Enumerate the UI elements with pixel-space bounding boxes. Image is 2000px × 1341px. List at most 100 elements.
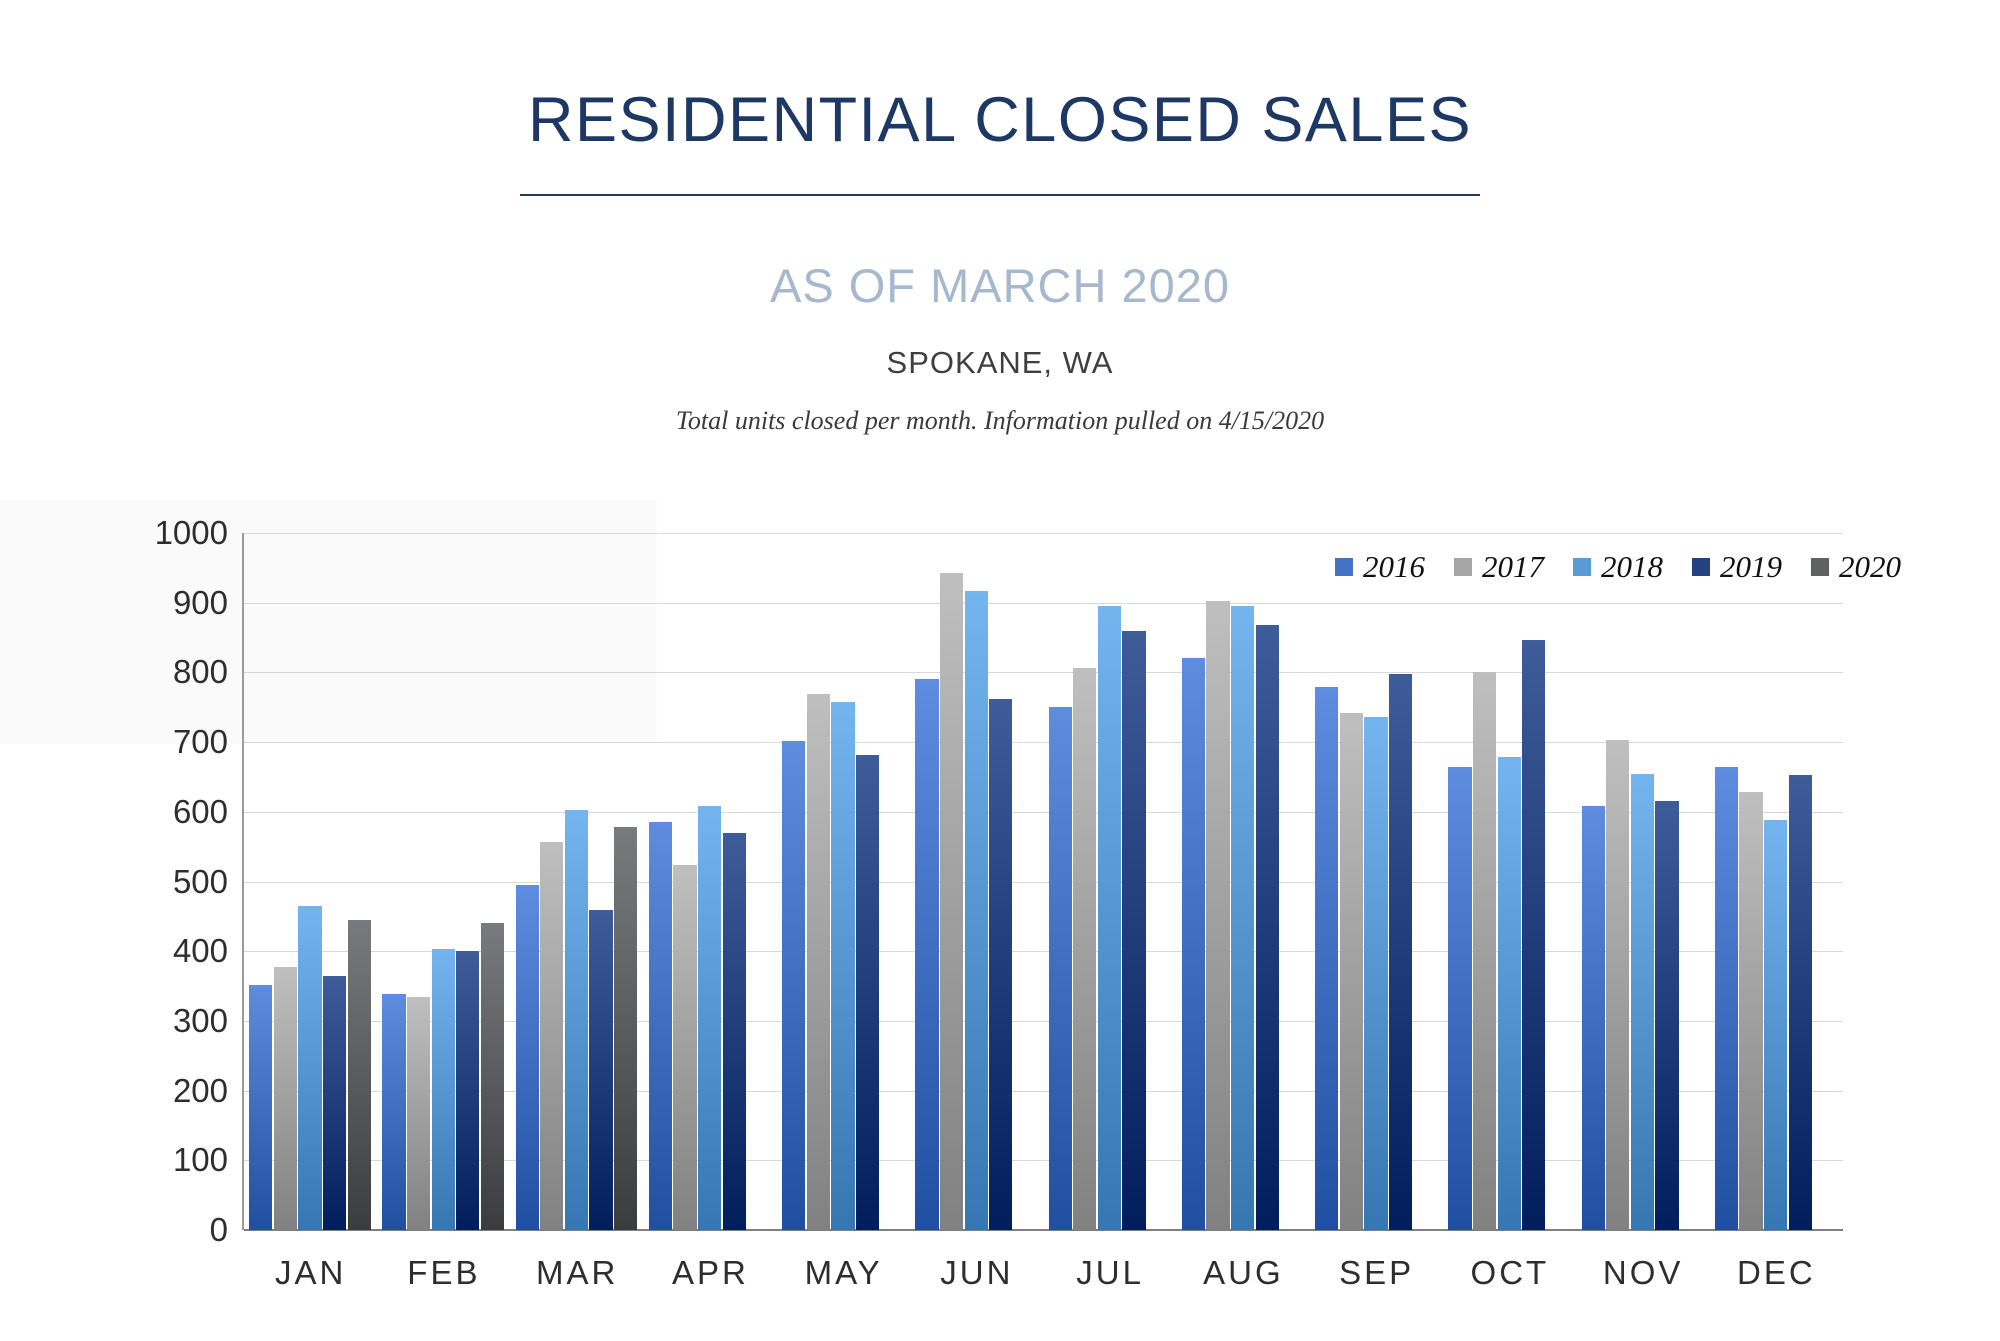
bar-2017-oct: [1472, 671, 1497, 1230]
bar-2017-feb: [406, 997, 431, 1230]
gridline-300: [244, 1020, 1843, 1022]
gridline-500: [244, 881, 1843, 883]
y-axis-tick-700: 700: [172, 723, 228, 761]
bar-2019-aug: [1255, 625, 1279, 1230]
page-subtitle: AS OF MARCH 2020: [769, 259, 1231, 312]
bar-2016-dec: [1714, 767, 1739, 1230]
bar-2019-may: [855, 755, 880, 1230]
x-axis-tick-may: MAY: [804, 1254, 883, 1291]
legend-item-2020: 2020: [1811, 549, 1901, 585]
gridline-200: [244, 1090, 1843, 1092]
y-axis-tick-1000: 1000: [154, 514, 228, 551]
legend-label-2016: 2016: [1363, 549, 1425, 584]
x-axis-tick-mar: MAR: [535, 1254, 619, 1291]
y-axis-tick-400: 400: [172, 932, 228, 970]
page-title: RESIDENTIAL CLOSED SALES: [528, 85, 1472, 155]
x-axis-line: [244, 1229, 1843, 1231]
x-axis-tick-aug: AUG: [1203, 1254, 1284, 1291]
bar-2019-feb: [456, 950, 480, 1230]
x-axis-tick-jun: JUN: [940, 1254, 1014, 1291]
chart-legend: 2016 2017 2018 2019 2020: [1335, 549, 1901, 585]
bar-2019-jan: [322, 975, 347, 1230]
bar-2018-jan: [298, 905, 322, 1230]
y-axis-tick-100: 100: [172, 1141, 228, 1179]
gridline-100: [244, 1160, 1843, 1162]
x-axis-tick-jan: JAN: [274, 1254, 347, 1291]
gridline-1000: [244, 533, 1843, 534]
legend-swatch-2019: [1692, 558, 1710, 576]
bar-2018-mar: [564, 810, 588, 1230]
bar-2017-may: [806, 694, 830, 1230]
gridline-800: [244, 672, 1843, 674]
bar-chart-plot-area: 0 100 200 300 400 500 600 700 800 900 1000 JAN FEB MA…: [155, 514, 1843, 1291]
bar-2016-may: [782, 741, 806, 1230]
y-axis-tick-200: 200: [172, 1071, 228, 1109]
y-axis-tick-0: 0: [209, 1211, 228, 1248]
bar-2017-jan: [273, 967, 297, 1230]
bar-2019-jul: [1122, 630, 1146, 1230]
bar-2018-nov: [1630, 774, 1654, 1230]
bar-2018-apr: [698, 806, 722, 1230]
legend-label-2018: 2018: [1601, 549, 1663, 584]
title-underline: [520, 194, 1480, 196]
bar-2018-oct: [1497, 756, 1521, 1230]
background-artifact-rect: [0, 500, 657, 744]
legend-item-2017: 2017: [1454, 549, 1544, 585]
bar-2019-apr: [722, 833, 746, 1230]
x-axis-tick-apr: APR: [671, 1254, 749, 1291]
bar-2019-mar: [589, 910, 613, 1230]
legend-item-2019: 2019: [1692, 549, 1782, 585]
bar-2018-sep: [1364, 717, 1388, 1230]
bar-2019-nov: [1655, 800, 1679, 1230]
bar-2016-feb: [382, 994, 406, 1230]
bar-2018-dec: [1764, 820, 1788, 1230]
y-axis-tick-800: 800: [172, 653, 228, 691]
bar-2018-jul: [1097, 606, 1121, 1230]
bar-2016-jan: [249, 984, 273, 1230]
x-axis-tick-feb: FEB: [407, 1254, 481, 1291]
bar-2017-sep: [1339, 712, 1363, 1230]
x-axis-tick-sep: SEP: [1339, 1254, 1415, 1291]
bar-2017-jun: [939, 572, 964, 1230]
gridline-600: [244, 811, 1843, 813]
y-axis-tick-600: 600: [172, 792, 228, 830]
location-label: SPOKANE, WA: [886, 345, 1114, 380]
bar-2016-apr: [648, 821, 673, 1230]
legend-swatch-2020: [1811, 558, 1829, 576]
bar-2016-jul: [1048, 707, 1072, 1230]
bar-2017-apr: [673, 864, 697, 1230]
bar-2020-feb: [480, 922, 504, 1230]
y-axis-line: [242, 533, 244, 1230]
bar-2019-dec: [1788, 774, 1812, 1230]
bar-2016-jun: [915, 678, 939, 1230]
bar-2018-feb: [431, 949, 455, 1230]
bar-2017-jul: [1073, 668, 1097, 1230]
gridline-900: [244, 602, 1843, 604]
bar-2016-oct: [1448, 767, 1472, 1230]
bar-2017-nov: [1606, 740, 1630, 1230]
bar-2016-sep: [1315, 687, 1339, 1230]
source-note: Total units closed per month. Informatio…: [675, 406, 1325, 435]
legend-swatch-2017: [1454, 558, 1472, 576]
gridline-700: [244, 742, 1843, 744]
y-axis-tick-500: 500: [172, 862, 228, 900]
gridline-400: [244, 951, 1843, 953]
bar-2019-sep: [1388, 673, 1413, 1230]
x-axis-tick-nov: NOV: [1602, 1254, 1684, 1291]
legend-label-2017: 2017: [1482, 549, 1544, 584]
y-axis-tick-900: 900: [172, 583, 228, 621]
bar-2018-jun: [964, 590, 988, 1230]
bar-2018-may: [831, 702, 855, 1230]
legend-swatch-2016: [1335, 558, 1353, 576]
bar-2018-aug: [1231, 606, 1255, 1230]
bar-2019-oct: [1522, 640, 1546, 1230]
bar-2017-aug: [1206, 601, 1230, 1230]
bar-2016-mar: [515, 885, 539, 1230]
legend-item-2018: 2018: [1573, 549, 1663, 585]
bar-2016-aug: [1181, 657, 1206, 1230]
x-axis-tick-dec: DEC: [1737, 1254, 1816, 1291]
x-axis-tick-oct: OCT: [1470, 1254, 1550, 1291]
bar-2020-mar: [614, 827, 638, 1230]
bar-2017-dec: [1739, 792, 1763, 1230]
x-axis-tick-jul: JUL: [1076, 1254, 1144, 1291]
